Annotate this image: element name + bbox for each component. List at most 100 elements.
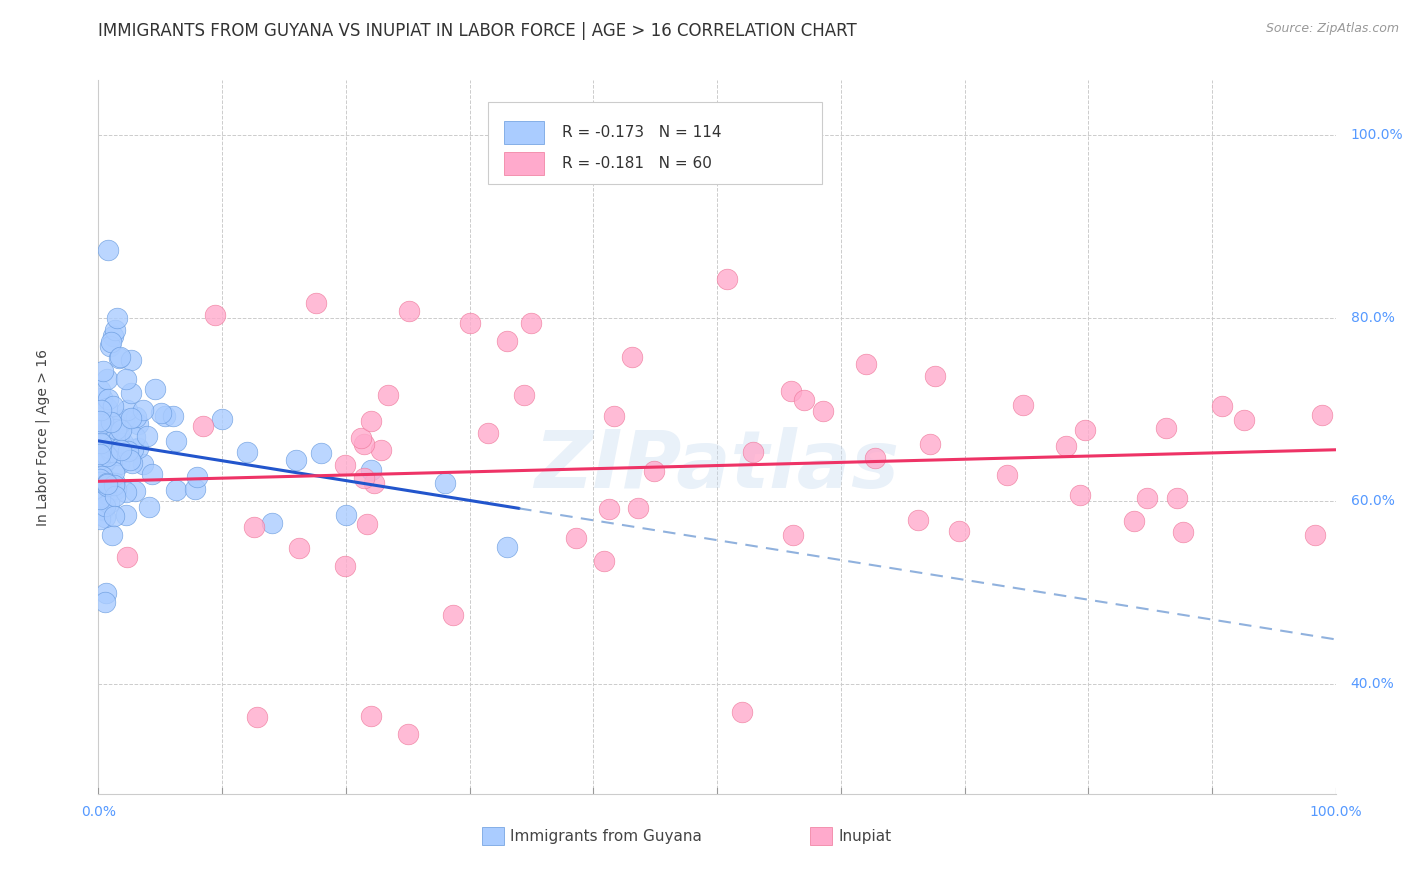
Point [138, 500, 160, 515]
Point [153, 409, 176, 424]
Point [907, 513, 929, 527]
Point [96, 475, 118, 490]
Point [136, 429, 159, 443]
Point [360, 463, 382, 477]
Point [89, 475, 111, 489]
Point [593, 554, 616, 568]
Point [184, 482, 207, 496]
Point [360, 414, 382, 428]
Text: In Labor Force | Age > 16: In Labor Force | Age > 16 [35, 349, 51, 525]
Point [91, 428, 114, 442]
Point [90, 483, 112, 497]
Point [108, 351, 131, 365]
Point [948, 524, 970, 538]
Point [125, 410, 148, 425]
Point [918, 436, 941, 450]
Point [94, 585, 117, 599]
Point [98, 496, 121, 510]
Point [115, 372, 138, 386]
Point [89, 422, 111, 436]
Point [1135, 491, 1157, 506]
Point [89, 472, 111, 486]
Point [377, 388, 399, 402]
Point [107, 428, 129, 442]
Point [495, 334, 517, 348]
Point [335, 458, 357, 473]
Point [780, 384, 803, 399]
Point [335, 508, 357, 523]
Point [1173, 524, 1195, 539]
Point [89, 423, 111, 437]
Point [97, 441, 120, 455]
Point [93, 415, 115, 429]
Point [108, 441, 131, 455]
Point [89, 383, 111, 397]
Point [105, 482, 128, 496]
Point [94, 418, 117, 433]
Point [94, 425, 117, 440]
Point [1233, 413, 1256, 427]
Point [103, 478, 125, 492]
Point [1211, 399, 1233, 413]
Point [90, 428, 112, 442]
Point [495, 541, 517, 555]
Point [90, 436, 112, 450]
Point [103, 329, 125, 343]
Point [93, 448, 115, 462]
Point [1303, 528, 1326, 542]
Text: Immigrants from Guyana: Immigrants from Guyana [510, 830, 703, 844]
Bar [505, 152, 544, 175]
Point [96, 453, 118, 467]
Point [120, 411, 142, 425]
Point [90, 417, 112, 432]
Point [121, 456, 143, 470]
Point [89, 469, 111, 483]
Point [855, 357, 877, 371]
Point [627, 501, 650, 516]
Point [98, 338, 121, 352]
Point [1012, 398, 1035, 412]
Point [1166, 491, 1188, 506]
Point [93, 434, 115, 449]
Point [107, 448, 129, 462]
Point [458, 316, 481, 330]
Point [309, 446, 332, 460]
Point [94, 499, 117, 513]
Bar [505, 121, 544, 145]
Point [398, 304, 420, 318]
Point [811, 404, 834, 418]
Point [89, 414, 111, 428]
Text: 100.0%: 100.0% [1351, 128, 1403, 142]
Point [731, 705, 754, 719]
Point [94, 425, 117, 440]
Point [245, 710, 267, 724]
Point [565, 531, 588, 545]
Text: ZIPatlas: ZIPatlas [534, 426, 900, 505]
Point [149, 406, 172, 420]
Point [782, 527, 804, 541]
Point [96, 477, 118, 491]
Point [304, 296, 326, 310]
Point [101, 400, 124, 414]
Point [110, 423, 132, 437]
Point [288, 541, 311, 556]
Point [204, 308, 226, 322]
Point [165, 483, 187, 497]
Point [165, 434, 187, 448]
Point [396, 727, 419, 741]
Point [865, 450, 887, 465]
Point [520, 316, 543, 330]
Point [96, 449, 118, 463]
Point [350, 432, 373, 446]
Text: R = -0.181   N = 60: R = -0.181 N = 60 [562, 156, 713, 170]
Point [121, 442, 143, 456]
Point [143, 382, 166, 396]
Point [353, 470, 375, 484]
Text: 0.0%: 0.0% [82, 805, 115, 819]
Point [621, 350, 644, 364]
Point [211, 411, 233, 425]
Point [108, 457, 131, 471]
Point [285, 452, 308, 467]
Point [91, 392, 114, 406]
Point [127, 417, 149, 431]
